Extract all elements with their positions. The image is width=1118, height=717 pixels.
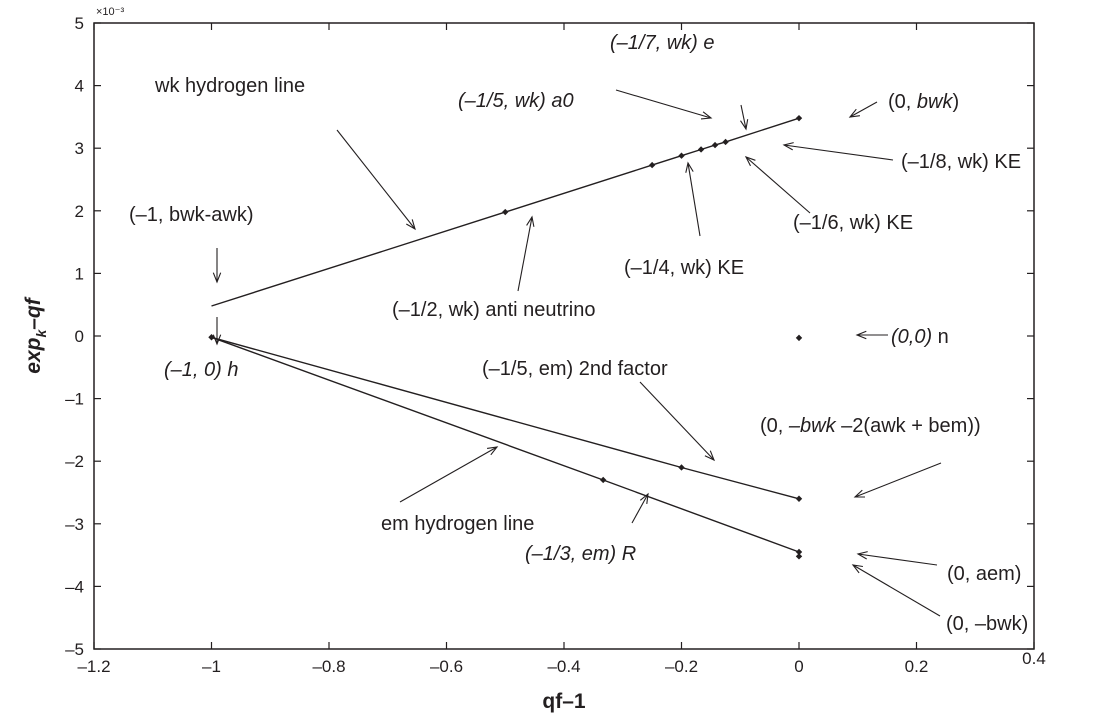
arrow-head <box>782 142 794 151</box>
annotation-arrow <box>631 493 649 524</box>
arrow-head <box>740 119 749 131</box>
data-point <box>678 152 685 159</box>
x-tick-label: 0.4 <box>1022 649 1046 668</box>
data-point <box>795 334 803 342</box>
series-lines <box>211 117 800 553</box>
data-point <box>678 464 685 471</box>
arrow-head <box>700 111 713 120</box>
x-tick-label: –0.2 <box>665 657 698 676</box>
data-point <box>795 548 803 556</box>
annotation-wk-e: (–1/7, wk) e <box>610 32 714 54</box>
annotation-arrows <box>212 89 942 617</box>
data-point <box>208 334 215 341</box>
annotation-em-hydrogen-line: em hydrogen line <box>381 513 534 535</box>
arrow-head <box>855 330 867 340</box>
data-point <box>599 476 607 484</box>
annotation-arrow <box>336 129 416 230</box>
y-tick-label: –3 <box>65 515 84 534</box>
arrow-head <box>856 551 868 560</box>
annotation-arrow <box>854 462 942 498</box>
data-point <box>711 141 719 149</box>
x-tick-label: 0 <box>794 657 803 676</box>
annotation-arrow <box>399 446 498 503</box>
data-points <box>208 114 803 560</box>
annotation-em-aem: (0, aem) <box>947 563 1021 585</box>
x-tick-label: –0.8 <box>312 657 345 676</box>
annotation-arrow <box>639 381 715 461</box>
axis-ticks: –1.2 –1 –0.8 –0.6 –0.4 –0.2 0 0.2 0.4 –5 –4 –3 –2 –1 0… <box>65 14 1046 676</box>
y-tick-label: –2 <box>65 452 84 471</box>
annotation-wk-quarter: (–1/4, wk) KE <box>624 257 744 279</box>
annotation-em-2nd-factor: (–1/5, em) 2nd factor <box>482 358 668 380</box>
x-tick-label: 0.2 <box>905 657 929 676</box>
annotation-wk-point-minus1: (–1, bwk-awk) <box>129 204 253 226</box>
annotation-wk-anti-neutrino: (–1/2, wk) anti neutrino <box>392 299 595 321</box>
arrow-head <box>851 564 863 574</box>
annotation-arrow <box>615 89 712 119</box>
x-tick-label: –1.2 <box>77 657 110 676</box>
annotation-arrow <box>687 162 701 237</box>
annotations: wk hydrogen line (–1, bwk-awk) (–1/2, wk) … <box>129 32 1028 635</box>
y-tick-label: –4 <box>65 577 84 596</box>
annotation-arrow <box>849 101 878 118</box>
annotation-arrow <box>745 156 811 214</box>
arrow-head <box>526 215 535 227</box>
x-axis-title: qf–1 <box>542 690 586 713</box>
arrow-head <box>853 489 865 498</box>
arrow-head <box>685 161 694 173</box>
y-scale-label: ×10⁻³ <box>96 6 124 18</box>
y-tick-label: 5 <box>75 14 84 33</box>
annotation-em-minus-bwk: (0, –bwk) <box>946 613 1028 635</box>
y-tick-label: 2 <box>75 202 84 221</box>
annotation-arrow <box>517 216 533 292</box>
annotation-origin-n: (0,0) n <box>891 326 949 348</box>
data-point <box>648 161 656 169</box>
arrow-head <box>704 450 716 462</box>
arrow-head <box>487 446 499 456</box>
data-point <box>502 208 509 216</box>
y-tick-label: –5 <box>65 640 84 659</box>
annotation-arrow <box>852 564 941 617</box>
data-point <box>722 138 729 146</box>
arrow-head <box>744 156 756 167</box>
arrow-head <box>212 272 222 284</box>
annotation-wk-hydrogen-line: wk hydrogen line <box>154 75 305 97</box>
y-tick-label: 0 <box>75 327 84 346</box>
arrow-head <box>639 492 649 504</box>
annotation-wk-eighth: (–1/8, wk) KE <box>901 151 1021 173</box>
arrow-head <box>848 108 860 118</box>
arrow-head <box>406 219 416 231</box>
annotation-wk-sixth: (–1/6, wk) KE <box>793 212 913 234</box>
arrow-head <box>212 334 222 346</box>
annotation-arrow <box>783 144 894 161</box>
annotation-em-zero-long: (0, –bwk –2(awk + bem)) <box>760 415 981 437</box>
x-tick-label: –0.6 <box>430 657 463 676</box>
data-point <box>795 114 803 122</box>
annotation-arrow <box>740 104 747 130</box>
y-tick-label: 4 <box>75 77 84 96</box>
annotation-h-point: (–1, 0) h <box>164 359 238 381</box>
y-tick-label: 3 <box>75 139 84 158</box>
annotation-em-r: (–1/3, em) R <box>525 543 636 565</box>
y-tick-label: 1 <box>75 264 84 283</box>
x-tick-label: –1 <box>202 657 221 676</box>
data-point <box>697 146 705 153</box>
annotation-wk-a0: (–1/5, wk) a0 <box>458 90 574 112</box>
data-point <box>795 553 803 560</box>
y-axis-title: expk–qf <box>22 296 49 373</box>
x-tick-label: –0.4 <box>547 657 580 676</box>
y-tick-label: –1 <box>65 390 84 409</box>
annotation-wk-zero: (0, bwk) <box>888 91 959 113</box>
data-point <box>795 495 803 502</box>
annotation-arrow <box>857 553 938 566</box>
